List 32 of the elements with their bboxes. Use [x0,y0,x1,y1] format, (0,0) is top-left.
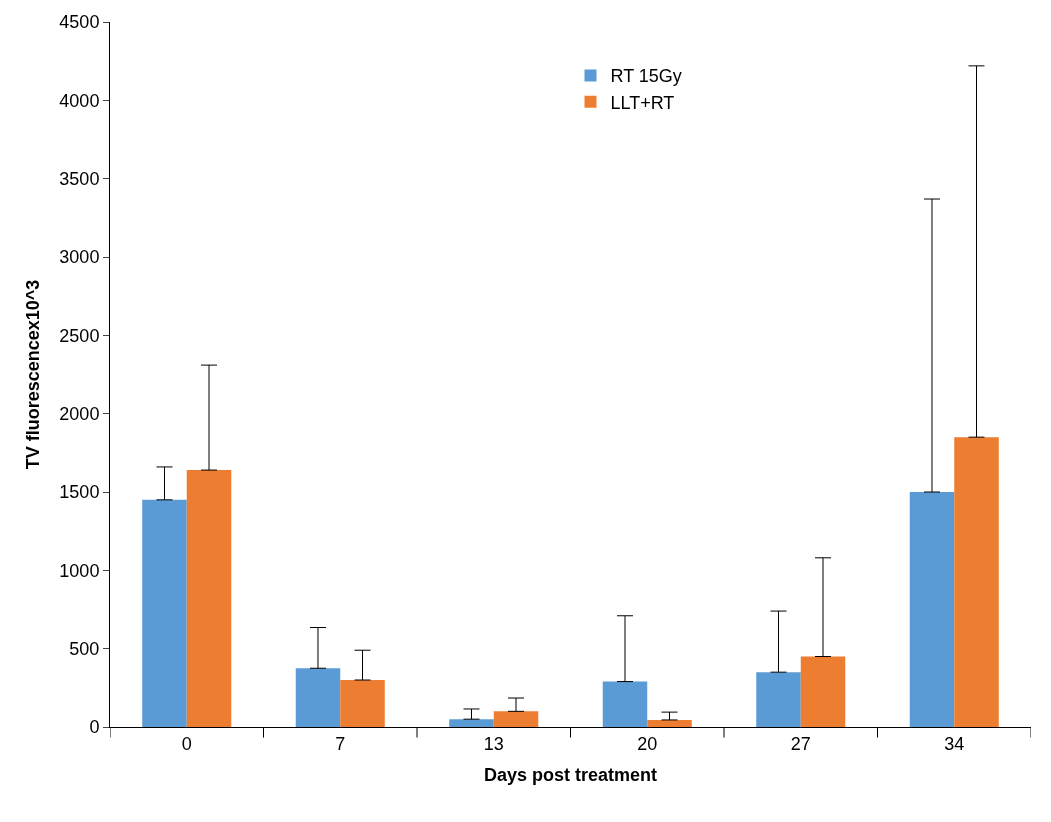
x-tick-label: 0 [181,733,192,754]
bar [295,668,341,727]
y-tick-label: 3000 [59,247,100,268]
bar [909,492,955,727]
x-tick-label: 27 [790,733,811,754]
x-tick-label: 34 [944,733,965,754]
y-axis-title: TV fluorescencex10^3 [22,279,43,470]
y-tick-label: 2000 [59,403,100,424]
y-tick-label: 500 [69,638,100,659]
y-tick-label: 0 [89,717,100,738]
bar [340,680,385,727]
bar [493,711,539,727]
bar [449,719,494,727]
bar [954,437,999,727]
bar [800,656,846,727]
bar [756,672,801,727]
y-tick-label: 4000 [59,90,100,111]
y-tick-label: 1500 [59,482,100,503]
bar [647,719,692,727]
x-tick-label: 7 [335,733,346,754]
x-axis-title: Days post treatment [483,764,658,785]
x-tick-label: 13 [483,733,504,754]
y-tick-label: 4500 [59,12,100,33]
bar [186,470,232,727]
legend-label: LLT+RT [610,92,675,113]
bar [142,499,187,727]
legend-label: RT 15Gy [610,66,682,87]
y-tick-label: 2500 [59,325,100,346]
y-tick-label: 1000 [59,560,100,581]
bar [602,681,648,727]
x-tick-label: 20 [637,733,658,754]
y-tick-label: 3500 [59,168,100,189]
